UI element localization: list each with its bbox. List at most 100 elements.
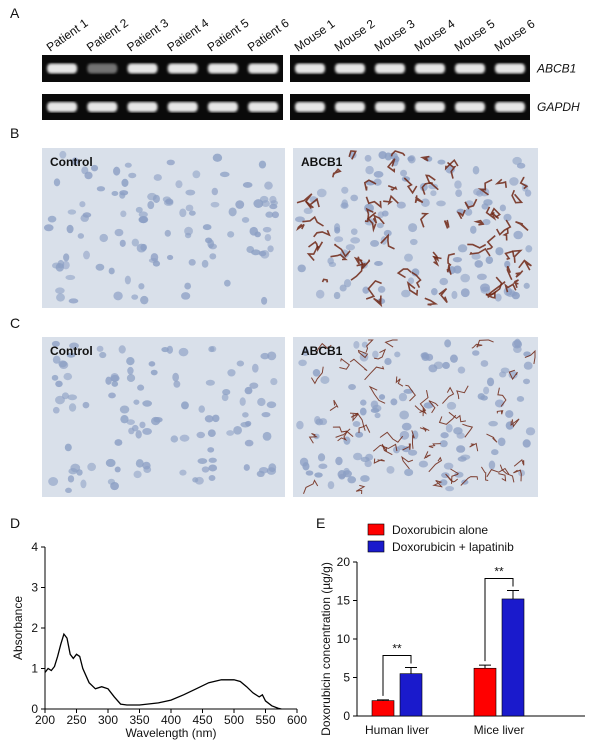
cell-nucleus — [488, 460, 496, 470]
cell-nucleus — [471, 253, 481, 260]
micrograph — [293, 337, 538, 497]
cell-nucleus — [192, 477, 199, 483]
cell-nucleus — [140, 243, 148, 251]
panel-label: C — [10, 315, 20, 331]
cell-nucleus — [269, 203, 278, 210]
cell-nucleus — [485, 256, 494, 265]
cell-nucleus — [71, 157, 79, 166]
cell-nucleus — [262, 431, 272, 441]
y-axis-label: Absorbance — [11, 596, 25, 660]
cell-nucleus — [377, 285, 386, 293]
cell-nucleus — [148, 361, 156, 367]
cell-nucleus — [99, 351, 107, 359]
cell-nucleus — [364, 154, 372, 162]
cell-nucleus — [138, 215, 149, 224]
micrograph-label: ABCB1 — [301, 155, 343, 169]
stain — [372, 214, 385, 225]
legend-swatch — [367, 523, 385, 536]
cell-nucleus — [398, 392, 408, 402]
cell-nucleus — [374, 412, 381, 419]
cell-nucleus — [181, 292, 191, 300]
cell-nucleus — [152, 260, 161, 267]
stain — [333, 243, 351, 258]
cell-nucleus — [65, 274, 76, 281]
stain — [372, 443, 398, 452]
cell-nucleus — [333, 291, 341, 300]
cell-nucleus — [143, 465, 152, 473]
stain — [524, 349, 536, 364]
cell-nucleus — [315, 289, 325, 299]
cell-nucleus — [350, 228, 358, 235]
bar — [371, 700, 395, 717]
cell-nucleus — [140, 295, 149, 305]
cell-nucleus — [221, 393, 229, 402]
stain — [496, 410, 504, 415]
stain — [456, 385, 469, 400]
stain — [428, 456, 443, 473]
cell-nucleus — [242, 412, 249, 418]
cell-nucleus — [260, 250, 270, 259]
cell-nucleus — [266, 467, 277, 475]
stain — [366, 211, 377, 233]
cell-nucleus — [150, 369, 158, 376]
cell-nucleus — [409, 238, 418, 246]
gel-band — [335, 63, 365, 74]
cell-nucleus — [403, 388, 414, 394]
stain — [467, 243, 487, 249]
cell-nucleus — [383, 229, 392, 237]
gel-band — [295, 102, 325, 112]
stain — [450, 468, 459, 484]
stain — [498, 473, 507, 482]
cell-nucleus — [439, 479, 448, 486]
cell-nucleus — [198, 405, 206, 413]
line — [44, 632, 282, 710]
panel-label: E — [316, 515, 325, 531]
cell-nucleus — [80, 479, 87, 489]
cell-nucleus — [249, 382, 259, 389]
cell-nucleus — [105, 376, 112, 385]
cell-nucleus — [245, 420, 252, 427]
stain — [445, 473, 459, 483]
stain — [401, 455, 414, 470]
cell-nucleus — [505, 410, 514, 418]
cell-nucleus — [365, 165, 374, 175]
cell-nucleus — [488, 420, 498, 427]
y-tick-label: 4 — [31, 540, 38, 554]
cell-nucleus — [460, 454, 471, 460]
cell-nucleus — [51, 374, 59, 381]
cell-nucleus — [508, 370, 518, 379]
cell-nucleus — [96, 186, 106, 192]
cell-nucleus — [327, 481, 335, 490]
cell-nucleus — [334, 223, 341, 232]
cell-nucleus — [185, 189, 196, 196]
stain — [421, 182, 439, 195]
gel-band — [295, 63, 325, 74]
gel-band — [127, 63, 158, 74]
cell-nucleus — [470, 225, 477, 234]
cell-nucleus — [61, 392, 69, 400]
cell-nucleus — [197, 458, 208, 464]
gel-band — [47, 63, 78, 74]
stain — [438, 414, 457, 425]
cell-nucleus — [401, 289, 411, 298]
cell-nucleus — [68, 298, 79, 304]
lane-label: Mouse 4 — [412, 16, 458, 54]
cell-nucleus — [439, 440, 448, 448]
cell-nucleus — [504, 260, 511, 269]
error-bar — [479, 664, 491, 669]
stain — [373, 458, 385, 464]
stain — [373, 295, 383, 308]
cell-nucleus — [228, 207, 237, 217]
micrograph-label: Control — [50, 344, 93, 358]
cell-nucleus — [480, 395, 488, 401]
stain — [357, 349, 369, 359]
cell-nucleus — [119, 192, 126, 199]
cell-nucleus — [303, 207, 313, 215]
cell-nucleus — [256, 470, 265, 478]
cell-nucleus — [430, 190, 437, 197]
cell-nucleus — [47, 215, 57, 223]
cell-nucleus — [512, 156, 522, 165]
micrograph — [42, 148, 285, 308]
stain — [469, 247, 491, 257]
